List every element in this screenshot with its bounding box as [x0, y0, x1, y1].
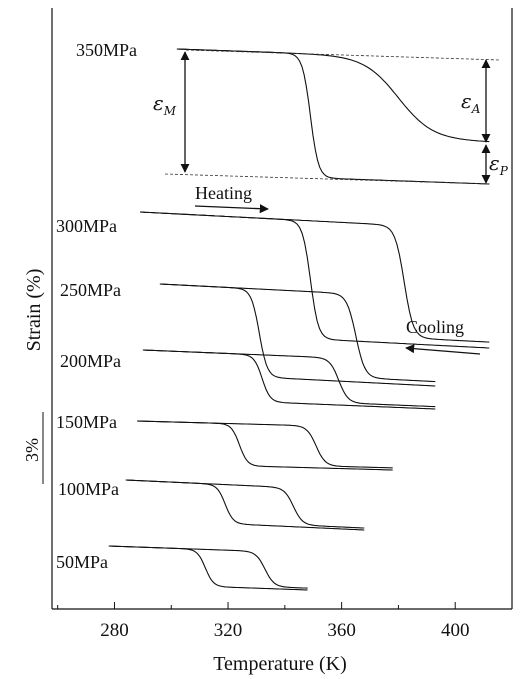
lower-dashed-line — [164, 173, 491, 185]
strain-annotations: εM εA εP — [153, 49, 509, 185]
curve-100MPa-cooling — [125, 479, 365, 531]
eps-m-label: εM — [153, 91, 177, 118]
curve-350MPa-heating — [176, 48, 490, 143]
series-label-250MPa: 250MPa — [60, 280, 121, 300]
x-axis-title: Temperature (K) — [213, 653, 347, 675]
curve-150MPa-heating — [137, 420, 393, 469]
series-label-200MPa: 200MPa — [60, 351, 121, 371]
curve-250MPa-cooling — [159, 283, 436, 387]
series-labels: 350MPa 300MPa 250MPa 200MPa 150MPa 100MPa 50MP… — [56, 40, 137, 572]
curve-150MPa-cooling — [137, 420, 393, 471]
heating-arrow — [194, 204, 269, 214]
cooling-arrow — [405, 344, 481, 355]
series-label-50MPa: 50MPa — [56, 552, 108, 572]
x-ticks — [57, 602, 513, 609]
x-tick-label-360: 360 — [327, 620, 356, 641]
x-tick-label-400: 400 — [441, 620, 470, 641]
x-tick-label-280: 280 — [100, 620, 129, 641]
eps-p-label: εP — [489, 151, 509, 178]
series-label-100MPa: 100MPa — [58, 479, 119, 499]
curve-350MPa-cooling — [176, 48, 490, 185]
curve-200MPa-heating — [142, 349, 436, 408]
series-label-300MPa: 300MPa — [56, 216, 117, 236]
series-label-350MPa: 350MPa — [76, 40, 137, 60]
curve-50MPa-heating — [108, 545, 308, 589]
curve-100MPa-heating — [125, 479, 365, 529]
eps-a-label: εA — [461, 89, 481, 116]
series-label-150MPa: 150MPa — [56, 412, 117, 432]
curve-250MPa-heating — [159, 283, 436, 383]
cooling-label: Cooling — [406, 317, 464, 337]
scale-bar-label: 3% — [22, 438, 42, 462]
heating-label: Heating — [195, 183, 252, 203]
upper-dashed-line — [185, 49, 501, 61]
curve-50MPa-cooling — [108, 545, 308, 591]
x-tick-label-320: 320 — [214, 620, 243, 641]
y-axis-title: Strain (%) — [23, 269, 45, 352]
curve-300MPa-heating — [139, 211, 490, 343]
x-tick-labels: 280 320 360 400 — [100, 620, 469, 641]
